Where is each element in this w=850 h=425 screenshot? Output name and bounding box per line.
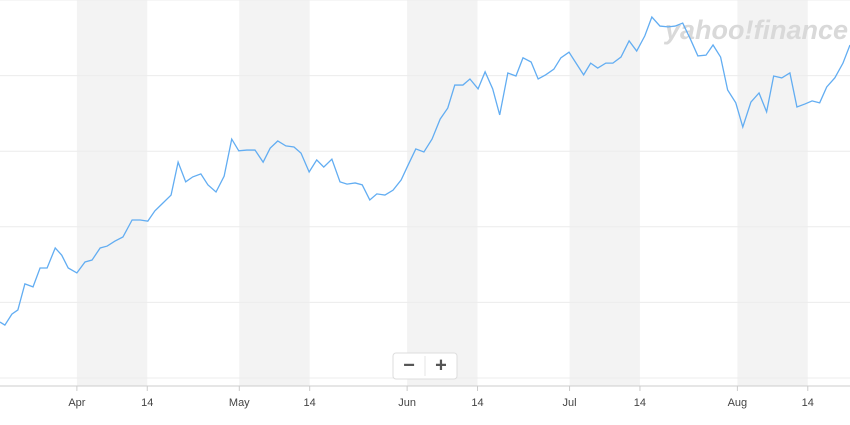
x-tick-label: Apr [68, 397, 85, 409]
x-tick-label: Jun [398, 397, 416, 409]
x-tick-label: 14 [802, 397, 814, 409]
x-tick-label: 14 [304, 397, 316, 409]
shaded-band [239, 0, 310, 386]
x-tick-label: Jul [563, 397, 577, 409]
zoom-controls: − + [392, 352, 458, 380]
watermark: yahoo!finance [663, 15, 848, 45]
shaded-band [569, 0, 640, 386]
x-tick-label: 14 [471, 397, 483, 409]
x-tick-label: May [229, 397, 250, 409]
x-tick-label: 14 [141, 397, 153, 409]
shaded-band [407, 0, 478, 386]
zoom-out[interactable]: − [403, 354, 415, 376]
price-line [0, 15, 850, 326]
shaded-band [76, 0, 148, 386]
zoom-in[interactable]: + [435, 354, 447, 376]
shaded-band [737, 0, 808, 386]
x-tick-label: Aug [728, 397, 748, 409]
x-tick-label: 14 [634, 397, 646, 409]
